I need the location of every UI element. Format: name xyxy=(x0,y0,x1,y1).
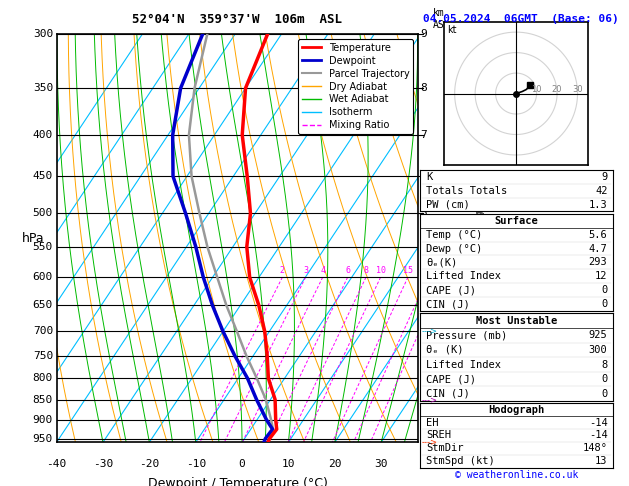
Text: Totals Totals: Totals Totals xyxy=(426,186,507,196)
Text: Mixing Ratio (g/kg): Mixing Ratio (g/kg) xyxy=(475,192,485,284)
Text: 8: 8 xyxy=(364,266,369,275)
Text: 4.7: 4.7 xyxy=(589,243,608,254)
Text: 5.6: 5.6 xyxy=(589,230,608,240)
Text: 925: 925 xyxy=(589,330,608,340)
Text: © weatheronline.co.uk: © weatheronline.co.uk xyxy=(455,470,579,480)
Text: km
ASL: km ASL xyxy=(433,8,450,30)
Text: CIN (J): CIN (J) xyxy=(426,299,470,309)
Text: Surface: Surface xyxy=(495,216,538,226)
Text: 20: 20 xyxy=(328,459,342,469)
Text: 0: 0 xyxy=(601,285,608,295)
Text: Hodograph: Hodograph xyxy=(489,405,545,415)
Text: EH: EH xyxy=(426,417,438,428)
Text: Dewp (°C): Dewp (°C) xyxy=(426,243,482,254)
Text: StmDir: StmDir xyxy=(426,443,464,453)
Text: 350: 350 xyxy=(33,83,53,93)
Text: 750: 750 xyxy=(33,350,53,361)
Legend: Temperature, Dewpoint, Parcel Trajectory, Dry Adiabat, Wet Adiabat, Isotherm, Mi: Temperature, Dewpoint, Parcel Trajectory… xyxy=(298,39,413,134)
Text: -10: -10 xyxy=(186,459,206,469)
Text: 30: 30 xyxy=(572,85,583,93)
Text: 400: 400 xyxy=(33,130,53,140)
Text: 10: 10 xyxy=(282,459,295,469)
Text: 9: 9 xyxy=(601,172,608,182)
Text: θₑ(K): θₑ(K) xyxy=(426,258,457,267)
Text: 2: 2 xyxy=(280,266,285,275)
Text: -20: -20 xyxy=(139,459,160,469)
Text: 10: 10 xyxy=(376,266,386,275)
Text: 600: 600 xyxy=(33,272,53,282)
Text: 450: 450 xyxy=(33,172,53,181)
Text: 293: 293 xyxy=(589,258,608,267)
Text: 1.3: 1.3 xyxy=(589,200,608,209)
Text: 500: 500 xyxy=(33,208,53,218)
Text: 15: 15 xyxy=(403,266,413,275)
Text: hPa: hPa xyxy=(22,232,45,244)
Text: 650: 650 xyxy=(33,300,53,311)
Text: 0: 0 xyxy=(239,459,245,469)
Text: Lifted Index: Lifted Index xyxy=(426,271,501,281)
Text: 20: 20 xyxy=(552,85,562,93)
Text: 7: 7 xyxy=(420,130,427,140)
Text: 12: 12 xyxy=(595,271,608,281)
Text: Temp (°C): Temp (°C) xyxy=(426,230,482,240)
Text: -14: -14 xyxy=(589,417,608,428)
Text: 13: 13 xyxy=(595,456,608,466)
Text: CAPE (J): CAPE (J) xyxy=(426,285,476,295)
Text: Dewpoint / Temperature (°C): Dewpoint / Temperature (°C) xyxy=(148,477,327,486)
Text: 5: 5 xyxy=(420,208,427,218)
Text: Pressure (mb): Pressure (mb) xyxy=(426,330,507,340)
Text: 9: 9 xyxy=(420,29,427,39)
Text: SREH: SREH xyxy=(426,431,451,440)
Text: Most Unstable: Most Unstable xyxy=(476,316,557,326)
Text: Lifted Index: Lifted Index xyxy=(426,360,501,369)
Text: 300: 300 xyxy=(33,29,53,39)
Text: -30: -30 xyxy=(93,459,113,469)
Text: 3: 3 xyxy=(303,266,308,275)
Text: --->: ---> xyxy=(421,327,437,336)
Text: 10: 10 xyxy=(532,85,542,93)
Text: θₑ (K): θₑ (K) xyxy=(426,345,464,355)
Text: LCL: LCL xyxy=(420,437,440,447)
Text: CIN (J): CIN (J) xyxy=(426,389,470,399)
Text: CAPE (J): CAPE (J) xyxy=(426,374,476,384)
Text: K: K xyxy=(426,172,432,182)
Text: 04.05.2024  06GMT  (Base: 06): 04.05.2024 06GMT (Base: 06) xyxy=(423,14,618,24)
Text: 52°04'N  359°37'W  106m  ASL: 52°04'N 359°37'W 106m ASL xyxy=(133,13,342,26)
Text: 900: 900 xyxy=(33,415,53,425)
Text: 800: 800 xyxy=(33,373,53,383)
Text: --->: ---> xyxy=(421,395,437,404)
Text: -40: -40 xyxy=(47,459,67,469)
Text: 0: 0 xyxy=(601,374,608,384)
Text: 8: 8 xyxy=(601,360,608,369)
Text: 6: 6 xyxy=(345,266,350,275)
Text: 850: 850 xyxy=(33,395,53,404)
Text: --->: ---> xyxy=(421,438,437,447)
Text: 42: 42 xyxy=(595,186,608,196)
Text: 0: 0 xyxy=(601,299,608,309)
Text: 148°: 148° xyxy=(582,443,608,453)
Text: PW (cm): PW (cm) xyxy=(426,200,470,209)
Text: 6: 6 xyxy=(420,172,427,181)
Text: 4: 4 xyxy=(320,266,325,275)
Text: 30: 30 xyxy=(374,459,388,469)
Text: 300: 300 xyxy=(589,345,608,355)
Text: 700: 700 xyxy=(33,327,53,336)
Text: 550: 550 xyxy=(33,242,53,252)
Text: 950: 950 xyxy=(33,434,53,444)
Text: 8: 8 xyxy=(420,83,427,93)
Text: kt: kt xyxy=(447,25,457,35)
Text: 0: 0 xyxy=(601,389,608,399)
Text: StmSpd (kt): StmSpd (kt) xyxy=(426,456,495,466)
Text: -14: -14 xyxy=(589,431,608,440)
